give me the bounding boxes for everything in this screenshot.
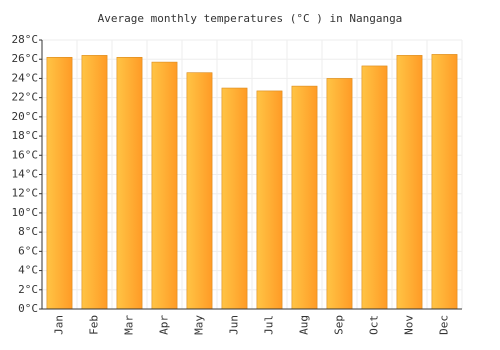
y-tick-label: 20°C [12,110,39,123]
y-tick-label: 0°C [18,302,38,315]
bar [186,72,213,310]
y-tick-label: 2°C [18,283,38,296]
bar [116,56,143,310]
bar [326,78,353,310]
bar [291,85,318,310]
y-tick-label: 12°C [12,187,39,200]
y-tick-label: 4°C [18,264,38,277]
x-tick-label: Mar [123,315,136,335]
y-tick-label: 14°C [12,168,39,181]
y-tick-label: 8°C [18,225,38,238]
x-tick-label: Apr [158,315,171,335]
bar [81,55,108,310]
y-tick-label: 6°C [18,244,38,257]
x-tick-label: Jan [53,315,66,335]
bar [396,55,423,310]
bar [151,61,178,310]
y-tick-label: 10°C [12,206,39,219]
x-tick-label: Feb [88,315,101,335]
x-tick-label: Nov [403,315,416,335]
x-tick-label: Sep [333,315,346,335]
y-tick-label: 16°C [12,148,39,161]
y-tick-label: 26°C [12,52,39,65]
bar [361,65,388,310]
bar [431,54,458,310]
x-tick-label: Jun [228,315,241,335]
chart-title: Average monthly temperatures (°C ) in Na… [98,12,403,25]
y-tick-label: 22°C [12,91,39,104]
bar [256,90,283,310]
x-tick-label: Dec [438,315,451,335]
y-tick-label: 18°C [12,129,39,142]
x-tick-label: Aug [298,315,311,335]
bar [221,87,248,310]
y-tick-label: 24°C [12,71,39,84]
x-tick-label: Jul [263,315,276,335]
bar [46,56,73,310]
y-tick-label: 28°C [12,33,39,46]
x-tick-label: May [193,315,206,335]
x-tick-label: Oct [368,315,381,335]
